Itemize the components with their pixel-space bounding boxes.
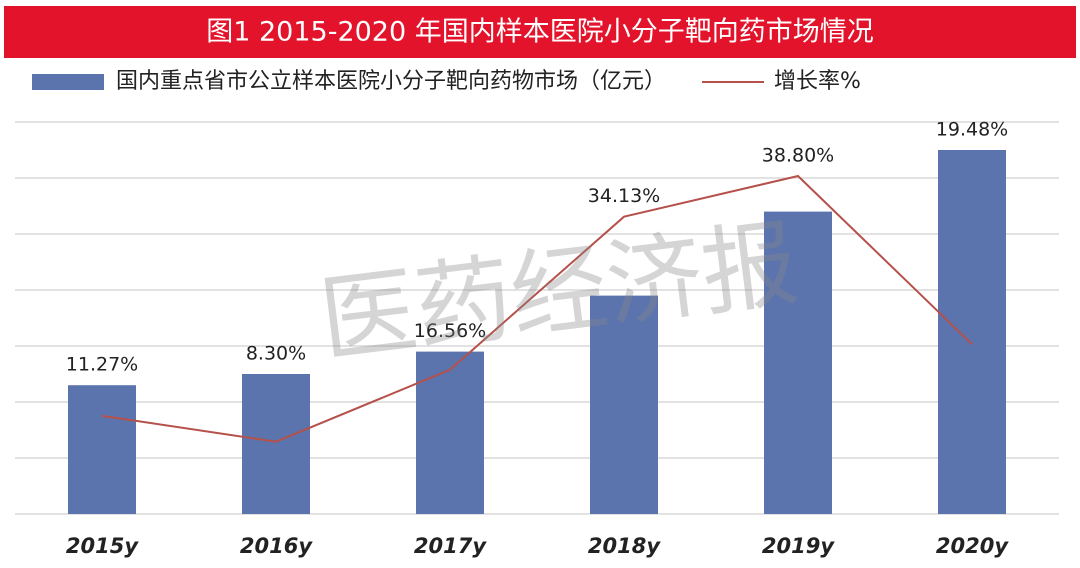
bar	[938, 150, 1006, 514]
data-label: 16.56%	[414, 320, 486, 342]
x-tick-label: 2018y	[588, 534, 661, 558]
data-label: 8.30%	[246, 343, 306, 365]
data-label: 11.27%	[66, 354, 138, 376]
bar	[68, 385, 136, 514]
x-tick-label: 2015y	[66, 534, 139, 558]
legend-label: 国内重点省市公立样本医院小分子靶向药物市场（亿元）	[116, 69, 666, 94]
data-label: 19.48%	[936, 119, 1008, 141]
bar	[764, 211, 832, 514]
x-tick-label: 2019y	[762, 534, 835, 558]
x-tick-label: 2017y	[414, 534, 487, 558]
line	[101, 174, 973, 443]
data-label: 34.13%	[588, 185, 660, 207]
legend-swatch	[32, 74, 104, 90]
bar	[242, 374, 310, 514]
chart-title: 图1 2015-2020 年国内样本医院小分子靶向药市场情况	[206, 17, 874, 48]
bar	[590, 295, 658, 514]
x-tick-label: 2016y	[240, 534, 313, 558]
legend-label: 增长率%	[774, 69, 861, 94]
data-label: 38.80%	[762, 145, 834, 167]
bar	[416, 351, 484, 514]
title-band	[4, 6, 1076, 58]
watermark: 医药经济报	[314, 207, 804, 377]
x-tick-label: 2020y	[936, 534, 1009, 558]
